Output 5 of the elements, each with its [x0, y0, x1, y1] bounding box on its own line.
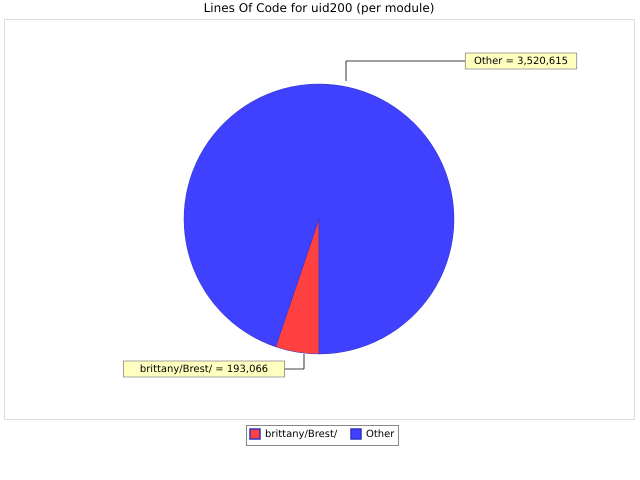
chart-title: Lines Of Code for uid200 (per module)	[204, 1, 434, 15]
legend-label: Other	[366, 429, 396, 440]
data-label: brittany/Brest/ = 193,066	[140, 364, 268, 375]
data-label: Other = 3,520,615	[474, 56, 568, 67]
legend-label: brittany/Brest/	[265, 429, 338, 440]
